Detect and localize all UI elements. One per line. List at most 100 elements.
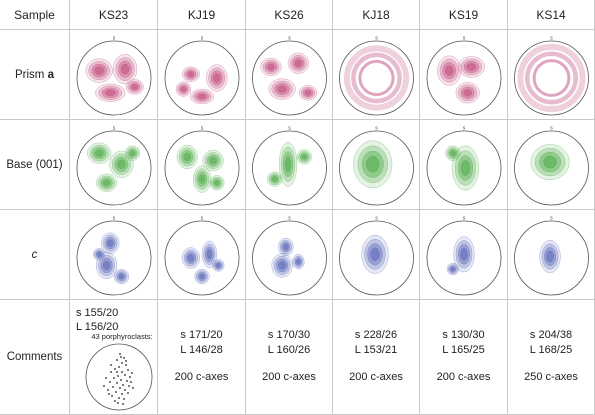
net-outline xyxy=(252,220,327,296)
comment-L: L 156/20 xyxy=(76,321,119,333)
net-outline xyxy=(426,220,502,296)
contour-level xyxy=(284,156,292,173)
contour-group xyxy=(181,240,225,285)
net-outline xyxy=(339,40,414,116)
contour-level xyxy=(213,73,221,83)
contour-level xyxy=(460,248,468,261)
stereonet-prism: s xyxy=(76,36,152,116)
porphyroclast-note: 43 porphyroclasts: xyxy=(91,332,153,341)
contour-level xyxy=(358,59,395,97)
stereonet-cell-c-KS14: s xyxy=(508,210,595,300)
comment-axes: 200 c-axes xyxy=(349,371,403,383)
row-label-prism: Prism a xyxy=(0,30,70,120)
stereonet-cell-c-KS26: s xyxy=(246,210,333,300)
comment-s: s 170/30 xyxy=(267,329,311,341)
net-outline xyxy=(514,220,589,296)
stereonet-cell-c-KJ18: s xyxy=(333,210,420,300)
contour-level xyxy=(131,84,138,90)
comment-L: L 153/21 xyxy=(354,344,398,356)
stereonet-prism: s xyxy=(514,36,589,116)
north-mark: s xyxy=(550,36,553,42)
contour-level xyxy=(543,155,557,169)
contour-group xyxy=(343,45,410,111)
contour-group xyxy=(93,232,130,285)
stereonet-cell-prism-KS19: s xyxy=(420,30,508,120)
contour-group xyxy=(87,142,141,192)
contour-level xyxy=(466,63,477,71)
row-label-bold: a xyxy=(47,68,54,81)
sample-name: KS19 xyxy=(448,7,479,22)
comment-s: s 171/20 xyxy=(180,329,223,341)
contour-level xyxy=(296,258,301,265)
stereonet-cell-prism-KJ19: s xyxy=(158,30,246,120)
stereonet-base: s xyxy=(426,126,502,206)
contour-level xyxy=(366,155,380,173)
row-label-comments: Comments xyxy=(0,300,70,415)
north-mark: s xyxy=(113,36,116,42)
contour-level xyxy=(206,249,213,260)
comment-L: L 146/28 xyxy=(180,344,223,356)
contour-level xyxy=(129,150,136,156)
north-mark: s xyxy=(288,126,291,132)
contour-level xyxy=(450,150,456,156)
comment-cell-3: s 170/30 L 160/26 200 c-axes xyxy=(246,300,333,415)
contour-level xyxy=(102,260,111,271)
contour-group xyxy=(437,55,485,104)
row-label-text: Prism xyxy=(15,68,48,81)
comment-cell-4: s 228/26 L 153/21 200 c-axes xyxy=(333,300,420,415)
stereonet-c: s xyxy=(76,216,152,296)
comment-cell-2: s 171/20 L 146/28 200 c-axes xyxy=(158,300,246,415)
comment-axes: 200 c-axes xyxy=(174,371,229,383)
contour-level xyxy=(117,159,126,170)
contour-level xyxy=(444,65,454,76)
comment-L: L 165/25 xyxy=(442,344,485,356)
contour-level xyxy=(198,174,206,184)
comment-cell-1: s 155/20 L 156/20 43 porphyroclasts: xyxy=(70,300,158,415)
stereonet-base: s xyxy=(514,126,589,206)
contour-group xyxy=(267,141,312,187)
sample-name: KJ18 xyxy=(362,7,390,22)
net-outline xyxy=(76,130,152,206)
north-mark: s xyxy=(375,36,378,42)
comment-s: s 130/30 xyxy=(442,329,485,341)
comment-s: s 204/38 xyxy=(529,329,573,341)
sample-name: KJ19 xyxy=(187,7,216,22)
contour-level xyxy=(277,85,287,93)
header-sample-3: KS26 xyxy=(246,0,333,30)
stereonet-cell-prism-KS26: s xyxy=(246,30,333,120)
contour-level xyxy=(102,179,111,187)
comment-axes: 200 c-axes xyxy=(436,371,491,383)
stereonet-cell-base-KJ19: s xyxy=(158,120,246,210)
contour-level xyxy=(351,52,402,104)
north-mark: s xyxy=(375,126,378,132)
contour-level xyxy=(525,51,578,105)
contour-group xyxy=(539,239,561,274)
contour-level xyxy=(183,152,191,162)
comment-cell-5: s 130/30 L 165/25 200 c-axes xyxy=(420,300,508,415)
contour-group xyxy=(446,236,475,276)
contour-level xyxy=(197,93,207,100)
contour-group xyxy=(176,144,225,193)
stereonet-base: s xyxy=(164,126,240,206)
contour-level xyxy=(199,273,205,280)
north-mark: s xyxy=(201,216,204,222)
contour-level xyxy=(283,243,289,251)
stereonet-prism: s xyxy=(426,36,502,116)
stereonet-prism: s xyxy=(339,36,414,116)
north-mark: s xyxy=(288,36,291,42)
stereonet-c: s xyxy=(514,216,589,296)
north-mark: s xyxy=(201,126,204,132)
header-sample-1: KS23 xyxy=(70,0,158,30)
contour-group xyxy=(260,52,318,101)
north-mark: s xyxy=(375,216,378,222)
sample-name: KS23 xyxy=(98,7,129,22)
contour-level xyxy=(94,149,104,157)
comment-axes: 200 c-axes xyxy=(262,371,316,383)
contour-group xyxy=(530,144,570,181)
stereonet-cell-base-KJ18: s xyxy=(333,120,420,210)
stereonet-base: s xyxy=(76,126,152,206)
contour-level xyxy=(546,250,554,263)
net-outline xyxy=(426,40,502,116)
stereonet-cell-base-KS26: s xyxy=(246,120,333,210)
contour-level xyxy=(94,66,104,75)
